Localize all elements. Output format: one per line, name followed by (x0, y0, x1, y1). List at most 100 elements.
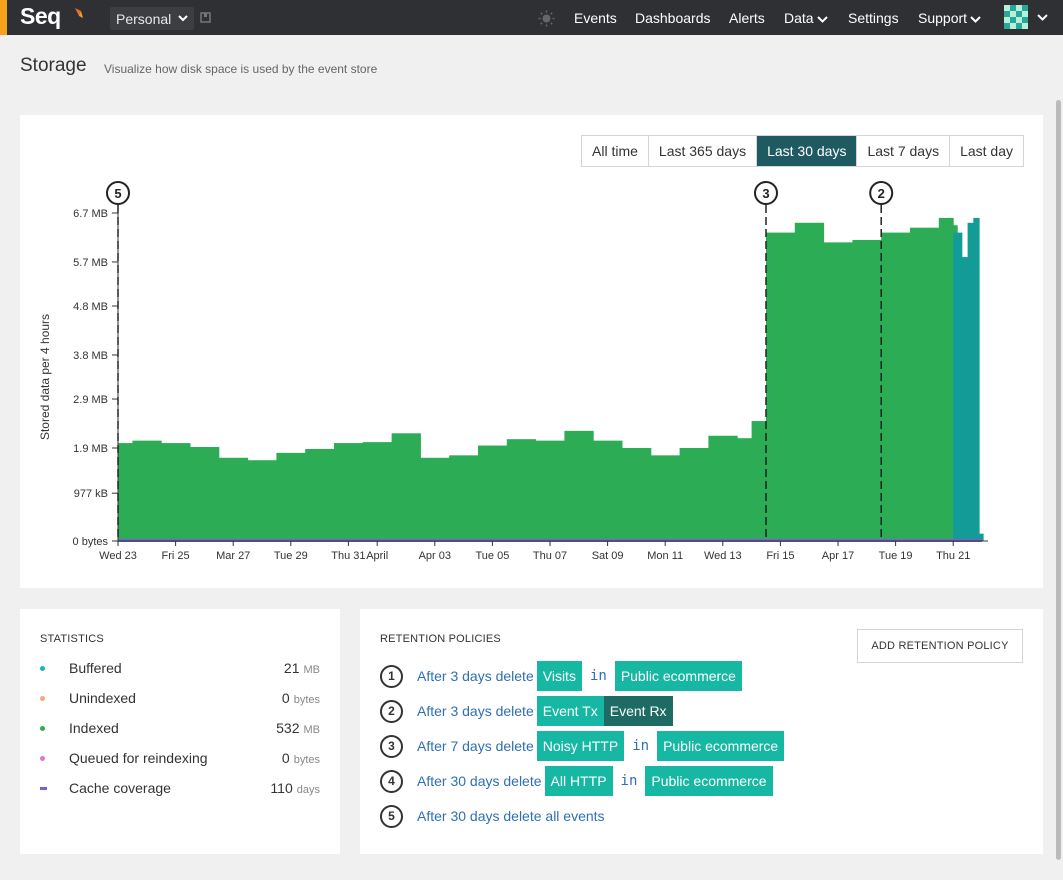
statistics-title: STATISTICS (40, 633, 104, 645)
workspace-select[interactable]: Personal (110, 7, 194, 30)
policy-link[interactable]: After 30 days delete all events (417, 808, 605, 824)
y-axis-label: Stored data per 4 hours (38, 314, 52, 440)
range-last-day[interactable]: Last day (960, 143, 1014, 159)
x-tick-label: Apr 17 (822, 550, 854, 562)
x-tick-label: Tue 05 (475, 550, 509, 562)
stat-unindexed: Unindexed 0 bytes (40, 689, 320, 709)
stat-label: Cache coverage (69, 780, 171, 796)
chart-bar-indexed (593, 440, 623, 541)
range-all-time[interactable]: All time (582, 136, 649, 166)
signal-tag[interactable]: Public ecommerce (614, 661, 742, 691)
indexed-dot-icon (40, 726, 45, 731)
chart-bar-indexed (535, 440, 565, 541)
chart-bar-indexed (449, 455, 479, 541)
policy-link[interactable]: After 3 days delete (417, 668, 534, 684)
nav-dashboards[interactable]: Dashboards (635, 10, 711, 26)
chart-bar-buffered (953, 232, 963, 541)
stat-value: 110 (270, 780, 293, 796)
nav-support[interactable]: Support (918, 10, 981, 26)
y-tick-label: 2.9 MB (73, 394, 108, 406)
theme-toggle-icon[interactable] (538, 10, 555, 27)
stat-buffered: Buffered 21 MB (40, 659, 320, 679)
chart-bar-indexed (190, 447, 220, 541)
retention-policy-3[interactable]: 3 After 7 days delete Noisy HTTP in Publ… (380, 731, 785, 761)
chevron-down-icon[interactable] (1037, 12, 1048, 22)
policy-number-badge: 1 (380, 664, 403, 688)
chart-bar-indexed (564, 430, 594, 541)
queued-dot-icon (40, 756, 45, 761)
chart-bar-buffered (973, 217, 980, 542)
retention-policy-4[interactable]: 4 After 30 days delete All HTTP in Publi… (380, 766, 773, 796)
app-logo[interactable]: Seq (20, 3, 61, 29)
signal-tag[interactable]: Public ecommerce (657, 731, 785, 761)
policy-link[interactable]: After 3 days delete (417, 703, 534, 719)
chart-bar-indexed (650, 455, 681, 541)
stat-label: Queued for reindexing (69, 750, 208, 766)
chart-bar-indexed (737, 438, 753, 541)
x-tick-label: Thu 31 (331, 550, 365, 562)
cache-coverage-bar-icon (40, 787, 47, 790)
policy-link[interactable]: After 30 days delete (417, 773, 542, 789)
policy-number-badge: 2 (380, 699, 403, 723)
policy-link[interactable]: After 7 days delete (417, 738, 534, 754)
signal-tag[interactable]: Event Rx (603, 696, 673, 726)
user-avatar-icon[interactable] (1004, 5, 1028, 29)
x-tick-label: Fri 15 (766, 550, 794, 562)
chart-bar-indexed (679, 447, 709, 541)
signal-tag[interactable]: Public ecommerce (645, 766, 773, 796)
retention-policy-2[interactable]: 2 After 3 days delete Event Tx Event Rx (380, 696, 673, 726)
retention-policy-5[interactable]: 5 After 30 days delete all events (380, 803, 608, 829)
signal-tag[interactable]: Event Tx (536, 696, 604, 726)
retention-marker-label: 5 (114, 186, 121, 201)
stat-indexed: Indexed 532 MB (40, 719, 320, 739)
stat-cache-coverage: Cache coverage 110 days (40, 779, 320, 799)
retention-marker-badge (869, 181, 894, 205)
x-tick-label: Mar 27 (216, 550, 250, 562)
retention-policy-1[interactable]: 1 After 3 days delete Visits in Public e… (380, 661, 742, 691)
chart-bar-indexed (118, 443, 133, 541)
policy-number-badge: 3 (380, 734, 403, 758)
stat-value: 532 (276, 720, 300, 736)
range-last-30-days[interactable]: Last 30 days (757, 136, 858, 166)
chart-bar-indexed (218, 457, 249, 541)
stat-unit: MB (303, 664, 321, 676)
x-tick-label: Fri 25 (162, 550, 190, 562)
x-tick-label: Wed 23 (99, 550, 137, 562)
chart-bar-indexed (910, 227, 940, 541)
chart-bar-indexed (751, 421, 767, 541)
nav-events[interactable]: Events (574, 10, 617, 26)
x-tick-label: Thu 21 (936, 550, 970, 562)
nav-settings[interactable]: Settings (848, 10, 899, 26)
retention-marker-label: 2 (878, 186, 885, 201)
chart-bar-buffered (967, 222, 974, 541)
signal-tag[interactable]: All HTTP (544, 766, 613, 796)
workspace-icon[interactable] (200, 12, 211, 23)
nav-data[interactable]: Data (784, 10, 828, 26)
page-title: Storage (20, 55, 87, 76)
signal-tag[interactable]: Noisy HTTP (536, 731, 625, 761)
nav-data-label: Data (784, 10, 814, 26)
chart-bar-indexed (305, 448, 335, 541)
x-tick-label: Apr 03 (419, 550, 451, 562)
y-tick-label: 4.8 MB (73, 301, 108, 313)
retention-marker-badge (106, 181, 130, 205)
range-last-365-days[interactable]: Last 365 days (649, 136, 758, 166)
chart-bar-indexed (362, 442, 393, 541)
x-tick-label: Mon 11 (647, 550, 683, 562)
buffered-dot-icon (40, 666, 45, 671)
chart-bar-indexed (794, 222, 825, 541)
retention-title: RETENTION POLICIES (380, 633, 501, 645)
nav-alerts[interactable]: Alerts (729, 10, 765, 26)
page-scrollbar[interactable] (1056, 100, 1061, 860)
signal-tag[interactable]: Visits (536, 661, 582, 691)
x-tick-label: Tue 19 (879, 550, 913, 562)
chart-bar-indexed (938, 217, 954, 542)
y-tick-label: 5.7 MB (73, 257, 108, 269)
range-last-7-days[interactable]: Last 7 days (857, 136, 951, 166)
add-retention-policy-button[interactable]: ADD RETENTION POLICY (857, 629, 1023, 663)
y-tick-label: 6.7 MB (73, 208, 108, 220)
y-tick-label: 977 kB (74, 488, 108, 500)
retention-marker-label: 3 (762, 186, 769, 201)
logo-mark-icon (75, 8, 83, 18)
chart-bar-indexed (766, 232, 796, 541)
